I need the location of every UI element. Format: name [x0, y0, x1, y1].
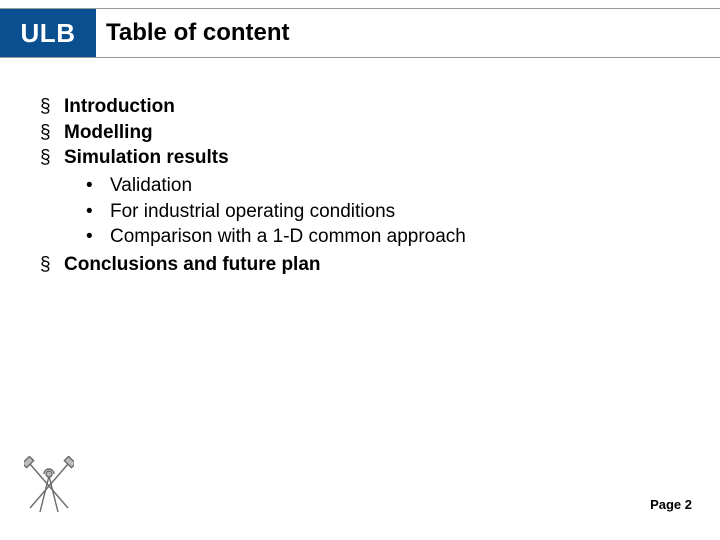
slide: ULB Table of content Introduction Modell… — [0, 0, 720, 540]
page-number: Page 2 — [650, 497, 692, 512]
toc-item-label: Simulation results — [64, 147, 229, 168]
ulb-logo: ULB — [0, 9, 96, 57]
toc-subitem-label: Comparison with a 1-D common approach — [110, 226, 466, 247]
toc-subitem-label: Validation — [110, 175, 192, 196]
toc-list: Introduction Modelling Simulation result… — [40, 94, 680, 277]
content-area: Introduction Modelling Simulation result… — [40, 94, 680, 277]
slide-title: Table of content — [106, 19, 290, 47]
toc-subitem: Validation — [86, 173, 680, 199]
toc-item-label: Conclusions and future plan — [64, 254, 321, 275]
toc-item-label: Modelling — [64, 122, 153, 143]
toc-sublist: Validation For industrial operating cond… — [64, 173, 680, 250]
toc-item: Conclusions and future plan — [40, 252, 680, 278]
toc-subitem-label: For industrial operating conditions — [110, 201, 395, 222]
toc-subitem: Comparison with a 1-D common approach — [86, 224, 680, 250]
toc-item: Modelling — [40, 120, 680, 146]
header-band: ULB Table of content — [0, 8, 720, 58]
toc-item: Introduction — [40, 94, 680, 120]
toc-subitem: For industrial operating conditions — [86, 199, 680, 225]
toc-item: Simulation results Validation For indust… — [40, 145, 680, 250]
toc-item-label: Introduction — [64, 96, 175, 117]
hammers-compass-icon — [24, 456, 74, 516]
